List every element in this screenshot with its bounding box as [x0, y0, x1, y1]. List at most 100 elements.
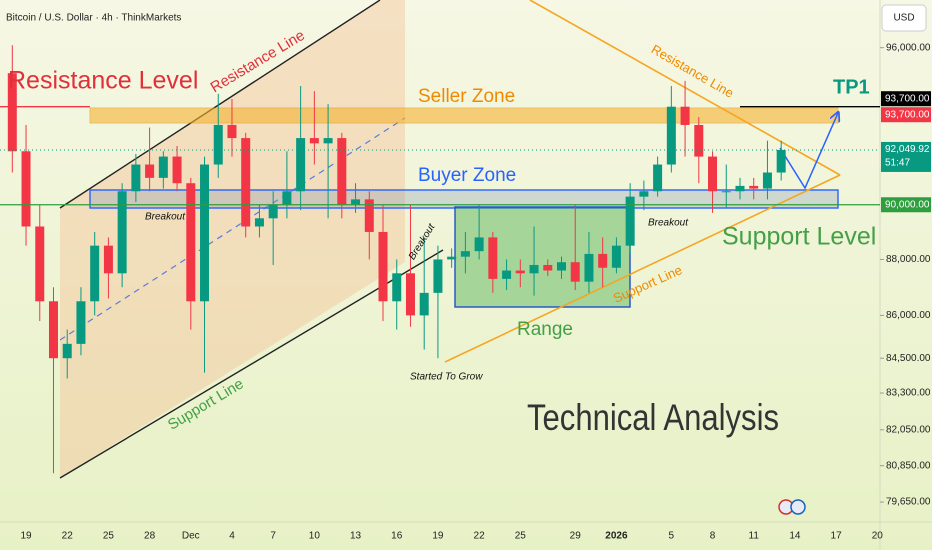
candle-body	[213, 124, 223, 165]
annotation: Support Level	[722, 223, 876, 251]
candle-body	[117, 191, 127, 274]
candle-body	[666, 106, 676, 165]
buyer-zone-fill	[90, 190, 838, 208]
candle-body	[680, 106, 690, 125]
candle-body	[543, 264, 553, 271]
candle-body	[337, 138, 347, 205]
candle-body	[200, 164, 210, 302]
price-label-box	[881, 197, 931, 213]
annotation: Buyer Zone	[418, 165, 516, 186]
candle-body	[502, 270, 512, 279]
annotation: Breakout	[145, 212, 186, 223]
price-label: 90,000.00	[885, 199, 930, 210]
x-tick-label: 22	[62, 531, 74, 542]
candle-body	[378, 231, 388, 302]
y-tick-label: 96,000.00	[886, 42, 931, 53]
candle-body	[708, 156, 718, 192]
price-label: 93,700.00	[885, 93, 930, 104]
y-tick-label: 79,650.00	[886, 497, 931, 508]
annotation: Breakout	[648, 218, 689, 229]
x-tick-label: 28	[144, 531, 156, 542]
candle-body	[460, 251, 470, 257]
y-tick-label: 83,300.00	[886, 388, 931, 399]
annotation: Technical Analysis	[527, 397, 779, 438]
x-tick-label: 11	[749, 531, 760, 542]
candle-body	[611, 245, 621, 268]
x-tick-label: 19	[432, 531, 444, 542]
y-tick-label: 80,850.00	[886, 460, 931, 471]
candle-body	[227, 124, 237, 139]
candle-body	[268, 204, 278, 219]
candle-body	[557, 262, 566, 271]
candle-body	[7, 73, 17, 152]
candle-body	[186, 183, 196, 302]
candle-body	[474, 237, 484, 252]
candle-body	[90, 245, 100, 302]
candle-body	[584, 253, 594, 282]
x-tick-label: 25	[103, 531, 115, 542]
x-tick-label: 17	[831, 531, 843, 542]
candle-body	[721, 191, 731, 193]
candle-body	[653, 164, 663, 192]
candle-body	[749, 185, 759, 189]
candle-body	[351, 199, 361, 205]
candle-body	[364, 199, 374, 232]
price-label-box	[881, 107, 931, 123]
candle-body	[145, 164, 155, 178]
price-label-box	[881, 141, 931, 172]
candle-body	[254, 218, 264, 227]
x-tick-label: 4	[229, 531, 235, 542]
price-label-box	[881, 91, 931, 107]
candle-body	[62, 343, 72, 359]
price-label: 92,049.92	[885, 144, 930, 155]
channel-upper	[59, 0, 381, 209]
candle-body	[172, 156, 182, 184]
candle-body	[515, 270, 525, 274]
candle-body	[131, 164, 141, 192]
currency-box	[881, 4, 927, 32]
candle-body	[405, 273, 415, 316]
x-tick-label: 10	[309, 531, 321, 542]
annotation: Resistance Level	[8, 67, 198, 95]
candle-body	[639, 191, 649, 197]
x-tick-label: 13	[350, 531, 362, 542]
x-tick-label: 7	[270, 531, 276, 542]
candle-body	[488, 237, 498, 279]
projection-arrow	[779, 113, 838, 190]
x-tick-label: 20	[872, 531, 884, 542]
candle-body	[35, 226, 45, 302]
y-tick-label: 84,500.00	[886, 353, 931, 364]
candle-body	[309, 138, 319, 144]
x-tick-label: 16	[391, 531, 403, 542]
candle-body	[103, 245, 113, 274]
candle-body	[776, 149, 786, 173]
candle-body	[158, 156, 168, 178]
candle-body	[48, 301, 58, 359]
x-tick-label: 22	[474, 531, 486, 542]
candle-body	[694, 124, 704, 157]
candle-body	[76, 301, 86, 344]
candle-body	[419, 292, 429, 316]
candle-body	[323, 138, 333, 144]
candle-body	[392, 273, 402, 302]
x-tick-label: Dec	[182, 531, 200, 542]
price-sublabel: 51:47	[885, 158, 910, 169]
channel-mid	[59, 117, 406, 341]
candle-body	[529, 264, 539, 274]
currency: USD	[893, 13, 914, 24]
annotation: TP1	[833, 76, 870, 98]
x-tick-label: 8	[710, 531, 716, 542]
x-tick-label: 14	[789, 531, 801, 542]
annotation: Seller Zone	[418, 86, 515, 107]
x-tick-label: 25	[515, 531, 527, 542]
candle-body	[598, 253, 608, 268]
annotation: Range	[517, 319, 573, 340]
candle-body	[625, 196, 635, 246]
marks	[7, 45, 786, 474]
candle-body	[296, 138, 306, 192]
x-tick-label: 2026	[605, 531, 628, 542]
candle-body	[433, 259, 443, 293]
y-tick-label: 88,000.00	[886, 254, 931, 265]
